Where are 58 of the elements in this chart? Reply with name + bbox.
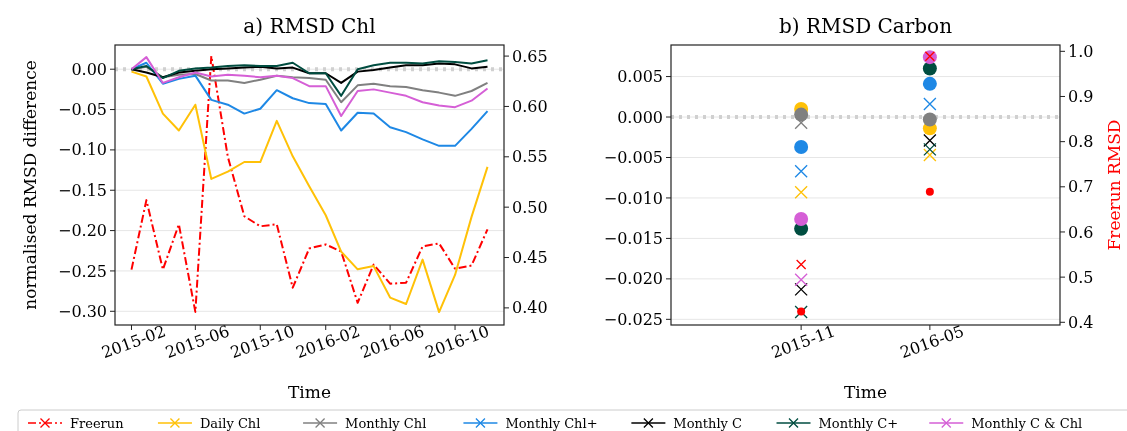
y-tick-label: −0.015 xyxy=(603,229,663,249)
line-series xyxy=(130,62,489,84)
point xyxy=(922,112,937,127)
y-axis-title: normalised RMSD difference xyxy=(20,60,40,310)
y-tick-label: 0.00 xyxy=(71,59,107,79)
y2-axis-title: Freerun RMSD xyxy=(1104,119,1124,251)
y-tick-label: −0.020 xyxy=(603,269,663,289)
y-tick-label: −0.20 xyxy=(57,221,107,241)
point xyxy=(794,139,809,154)
point xyxy=(922,76,937,91)
point xyxy=(923,97,937,111)
y-tick-label: −0.25 xyxy=(57,261,107,281)
legend-label: Freerun xyxy=(70,415,125,431)
y-tick-label: −0.30 xyxy=(57,301,107,321)
y-tick-label: −0.010 xyxy=(603,188,663,208)
legend-label: Monthly C+ xyxy=(818,415,899,431)
y-tick-label: −0.10 xyxy=(57,140,107,160)
y-tick-label: −0.005 xyxy=(603,148,663,168)
x-axis-title: Time xyxy=(288,382,331,402)
point xyxy=(923,133,937,148)
chart-title: a) RMSD Chl xyxy=(243,14,376,38)
y2-tick-label: 0.50 xyxy=(512,197,548,217)
point xyxy=(794,185,808,199)
line-series xyxy=(130,56,489,118)
y2-tick-label: 0.45 xyxy=(512,248,548,268)
legend-label: Monthly C & Chl xyxy=(971,415,1083,431)
x-axis-title: Time xyxy=(844,382,887,402)
y2-tick-label: 1.0 xyxy=(1068,41,1094,61)
legend-label: Monthly Chl+ xyxy=(505,415,598,431)
legend-label: Daily Chl xyxy=(199,415,261,431)
point xyxy=(794,164,808,178)
y-tick-label: −0.15 xyxy=(57,180,107,200)
y2-tick-label: 0.7 xyxy=(1068,177,1094,197)
y-tick-label: 0.005 xyxy=(617,67,663,87)
y-tick-label: 0.000 xyxy=(617,107,663,127)
y2-tick-label: 0.6 xyxy=(1068,222,1094,242)
point xyxy=(923,148,937,162)
y2-tick-label: 0.4 xyxy=(1068,312,1094,332)
y2-tick-label: 0.8 xyxy=(1068,132,1094,152)
y2-tick-label: 0.9 xyxy=(1068,87,1094,107)
point xyxy=(923,142,937,157)
y-tick-label: −0.05 xyxy=(57,100,107,120)
point xyxy=(794,107,809,122)
point xyxy=(795,259,807,270)
line-series xyxy=(130,59,489,97)
y-tick-label: −0.025 xyxy=(603,309,663,329)
y2-tick-label: 0.65 xyxy=(512,46,548,66)
point xyxy=(794,211,809,226)
point xyxy=(925,187,934,196)
legend-label: Monthly Chl xyxy=(345,415,427,431)
y2-tick-label: 0.5 xyxy=(1068,267,1094,287)
point xyxy=(794,282,808,297)
legend-label: Monthly C xyxy=(673,415,743,431)
y2-tick-label: 0.60 xyxy=(512,97,548,117)
y2-tick-label: 0.55 xyxy=(512,147,548,167)
chart-title: b) RMSD Carbon xyxy=(778,14,953,38)
point xyxy=(794,273,808,287)
y2-tick-label: 0.40 xyxy=(512,298,548,318)
